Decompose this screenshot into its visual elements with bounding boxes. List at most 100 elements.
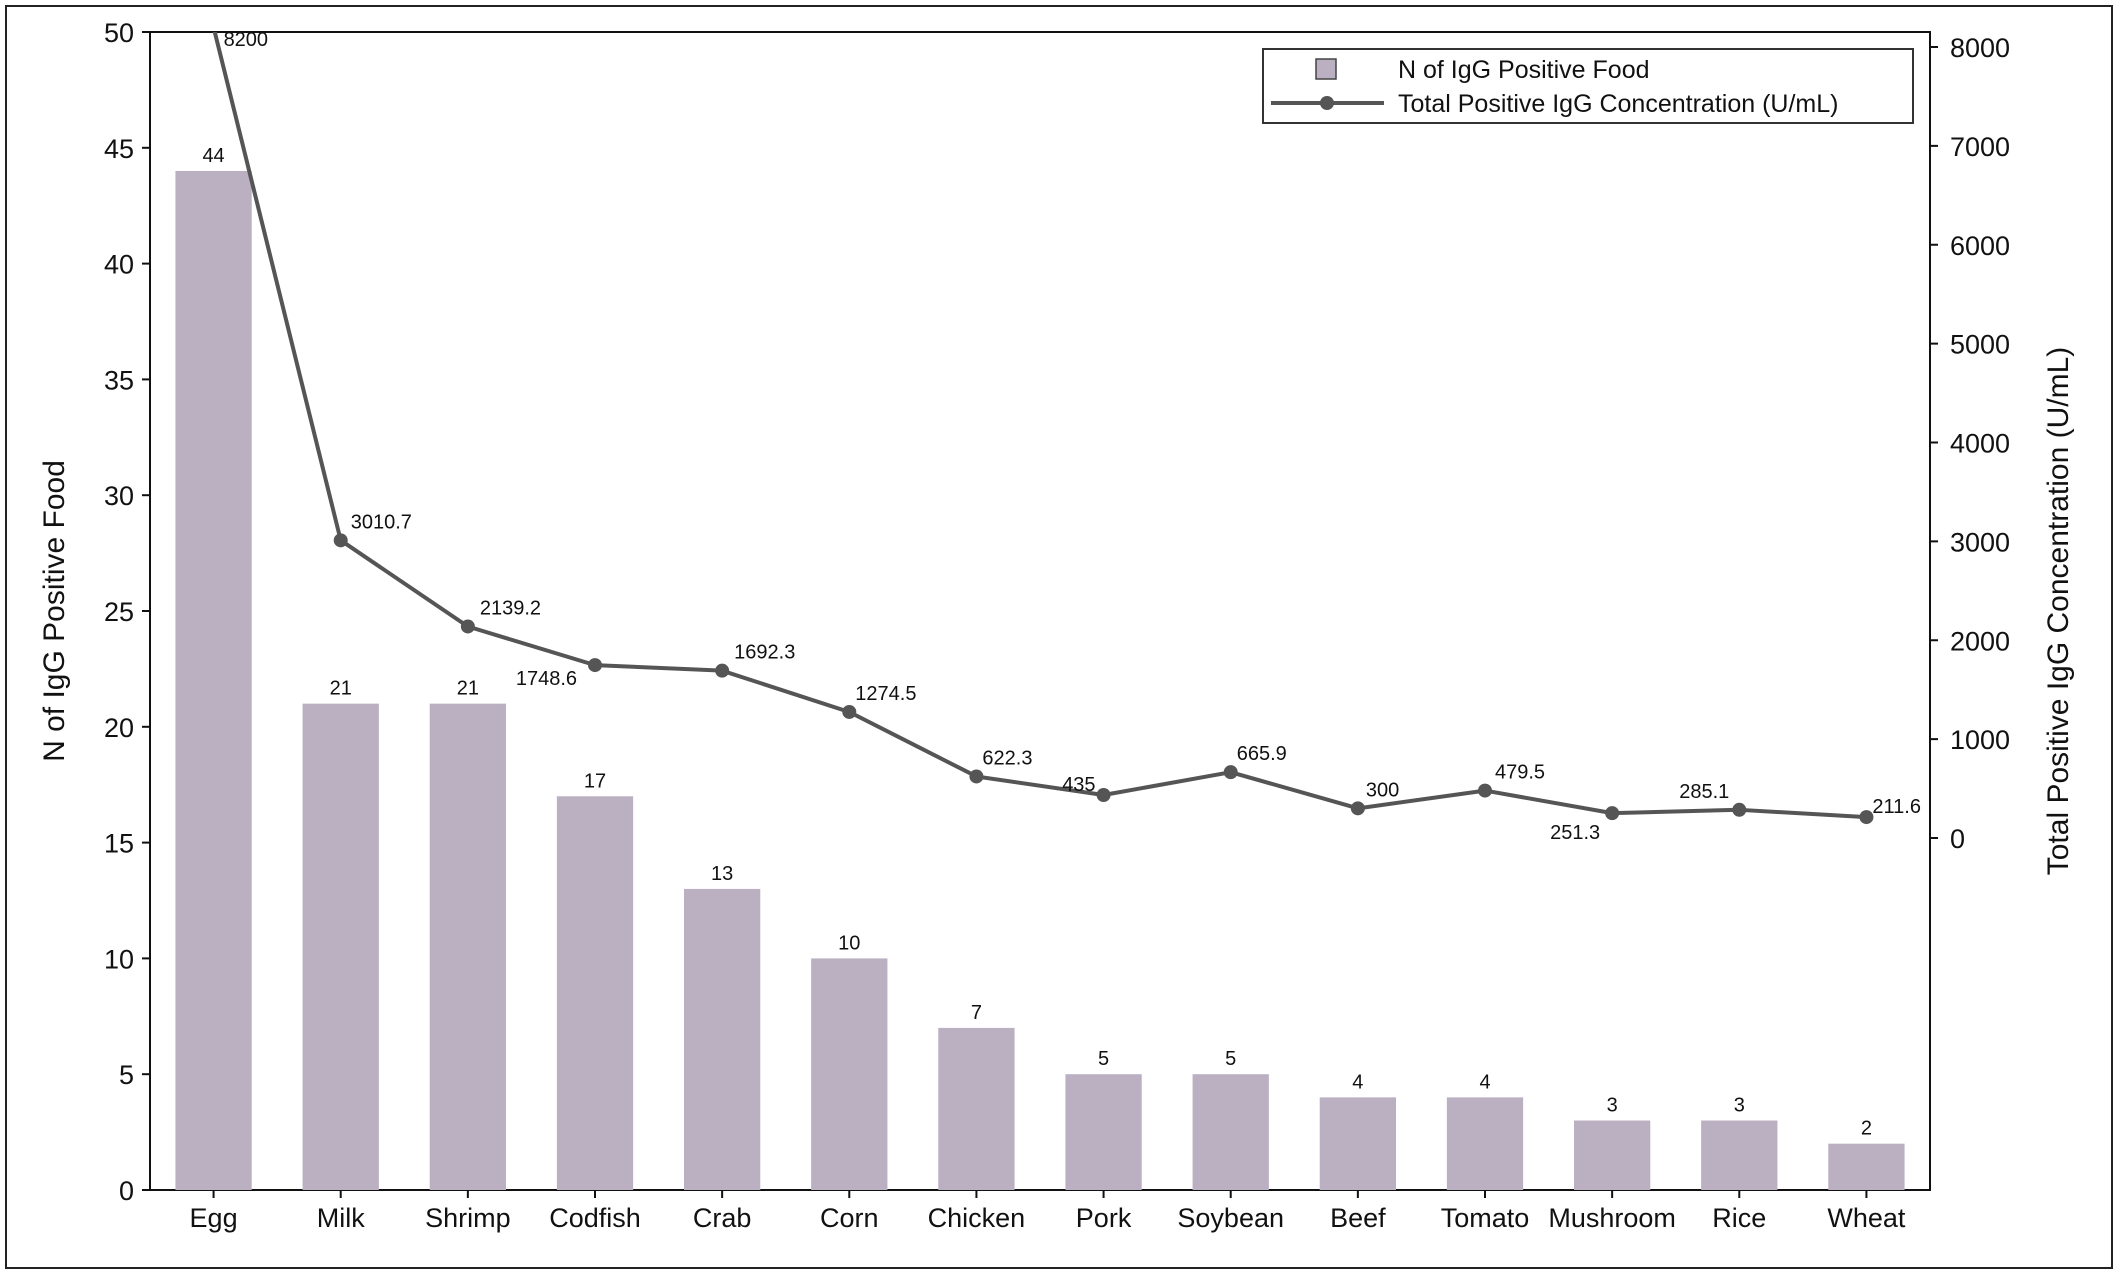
legend-line-marker xyxy=(1320,96,1334,110)
bar-pork xyxy=(1065,1074,1142,1190)
y-left-tick-label: 0 xyxy=(119,1176,134,1206)
x-tick-label: Codfish xyxy=(549,1203,641,1233)
line-value-label: 3010.7 xyxy=(351,511,412,533)
line-value-label: 622.3 xyxy=(982,747,1032,769)
x-tick-label: Beef xyxy=(1330,1203,1386,1233)
line-value-label: 479.5 xyxy=(1495,762,1545,784)
bar-corn xyxy=(811,958,888,1190)
line-value-label: 1274.5 xyxy=(855,683,916,705)
legend-line-label: Total Positive IgG Concentration (U/mL) xyxy=(1398,90,1838,118)
line-value-label: 211.6 xyxy=(1872,796,1921,818)
y-left-tick-label: 40 xyxy=(104,250,134,280)
bar-shrimp xyxy=(429,703,506,1190)
x-tick-label: Wheat xyxy=(1827,1203,1906,1233)
y-right-tick-label: 7000 xyxy=(1950,132,2010,162)
concentration-line xyxy=(212,32,1867,820)
line-value-label: 8200 xyxy=(224,29,268,51)
y-right-tick-label: 0 xyxy=(1950,824,1965,854)
line-value-label: 1692.3 xyxy=(734,642,795,664)
x-tick-label: Crab xyxy=(693,1203,752,1233)
line-point-pork xyxy=(1096,787,1111,802)
line-value-label: 285.1 xyxy=(1679,781,1729,803)
x-tick-label: Milk xyxy=(317,1203,365,1233)
line-point-tomato xyxy=(1478,783,1492,798)
bar-mushroom xyxy=(1574,1120,1651,1190)
y-left-tick-label: 15 xyxy=(104,829,134,859)
y-left-tick-label: 10 xyxy=(104,944,134,974)
x-tick-label: Tomato xyxy=(1441,1203,1530,1233)
y-right-tick-label: 4000 xyxy=(1950,429,2010,459)
line-value-label: 435 xyxy=(1062,774,1095,796)
legend-bar-label: N of IgG Positive Food xyxy=(1398,56,1650,84)
x-tick-label: Egg xyxy=(190,1203,238,1233)
bar-wheat xyxy=(1828,1143,1905,1190)
y-right-tick-label: 3000 xyxy=(1950,527,2010,557)
line-point-soybean xyxy=(1223,765,1238,780)
y-right-tick-label: 2000 xyxy=(1950,626,2010,656)
bar-value-label: 7 xyxy=(971,1002,982,1024)
y-left-tick-label: 35 xyxy=(104,365,134,395)
bar-soybean xyxy=(1192,1074,1269,1190)
line-point-beef xyxy=(1350,801,1365,816)
bar-value-label: 5 xyxy=(1098,1048,1109,1070)
legend: N of IgG Positive Food Total Positive Ig… xyxy=(1262,48,1914,124)
line-point-milk xyxy=(333,533,348,548)
legend-box xyxy=(1262,48,1914,124)
y-right-tick-label: 6000 xyxy=(1950,231,2010,261)
bar-value-label: 5 xyxy=(1225,1048,1236,1070)
bar-milk xyxy=(302,703,379,1190)
bar-tomato xyxy=(1446,1097,1524,1190)
y-left-tick-label: 5 xyxy=(119,1060,134,1090)
y-left-tick-label: 45 xyxy=(104,134,134,164)
bar-value-label: 3 xyxy=(1607,1095,1618,1117)
bar-value-label: 17 xyxy=(584,770,606,792)
y-right-tick-label: 8000 xyxy=(1950,33,2010,63)
y-left-tick-label: 30 xyxy=(104,481,134,511)
bar-crab xyxy=(684,888,761,1190)
bar-value-label: 44 xyxy=(202,145,224,167)
bar-value-label: 21 xyxy=(457,678,479,700)
line-point-wheat xyxy=(1859,810,1874,825)
bar-value-label: 4 xyxy=(1479,1071,1490,1093)
line-value-label: 251.3 xyxy=(1550,822,1600,844)
line-value-label: 665.9 xyxy=(1237,743,1287,765)
y-right-tick-label: 1000 xyxy=(1950,725,2010,755)
x-tick-label: Mushroom xyxy=(1548,1203,1676,1233)
bar-value-label: 4 xyxy=(1352,1071,1363,1093)
legend-bar-swatch xyxy=(1315,58,1337,80)
y-left-tick-label: 25 xyxy=(104,597,134,627)
x-tick-label: Corn xyxy=(820,1203,879,1233)
line-value-label: 300 xyxy=(1366,779,1399,801)
bar-value-label: 10 xyxy=(838,932,860,954)
bar-codfish xyxy=(556,796,634,1190)
bar-value-label: 13 xyxy=(711,863,733,885)
y-left-tick-label: 50 xyxy=(104,18,134,48)
line-point-codfish xyxy=(588,658,602,673)
line-value-label: 1748.6 xyxy=(516,668,577,690)
line-point-rice xyxy=(1732,802,1747,817)
line-value-label: 2139.2 xyxy=(480,597,541,619)
line-point-chicken xyxy=(969,769,984,784)
bar-chicken xyxy=(938,1027,1015,1190)
bar-rice xyxy=(1701,1120,1778,1190)
x-tick-label: Soybean xyxy=(1177,1203,1284,1233)
x-tick-label: Shrimp xyxy=(425,1203,511,1233)
y-right-tick-label: 5000 xyxy=(1950,330,2010,360)
y-axis-right-label: Total Positive IgG Concentration (U/mL) xyxy=(2042,347,2075,876)
bar-value-label: 21 xyxy=(330,678,352,700)
line-point-shrimp xyxy=(460,619,475,634)
x-tick-label: Chicken xyxy=(928,1203,1026,1233)
line-point-mushroom xyxy=(1605,806,1620,821)
x-tick-label: Pork xyxy=(1076,1203,1132,1233)
line-point-corn xyxy=(842,704,857,719)
line-point-crab xyxy=(715,663,730,678)
bar-value-label: 2 xyxy=(1861,1118,1872,1140)
y-left-tick-label: 20 xyxy=(104,713,134,743)
y-axis-left-label: N of IgG Positive Food xyxy=(38,460,71,762)
x-tick-label: Rice xyxy=(1712,1203,1766,1233)
bar-beef xyxy=(1319,1097,1396,1190)
bar-egg xyxy=(175,170,252,1190)
